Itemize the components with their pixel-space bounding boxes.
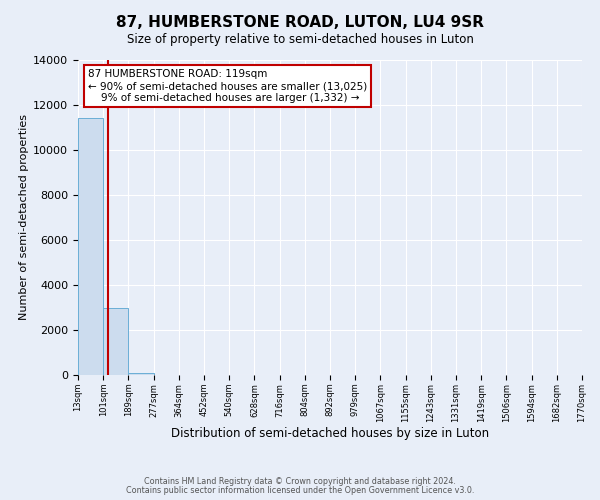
Bar [103,308,128,375]
X-axis label: Distribution of semi-detached houses by size in Luton: Distribution of semi-detached houses by … [171,428,489,440]
Bar [128,373,154,375]
Text: Size of property relative to semi-detached houses in Luton: Size of property relative to semi-detach… [127,32,473,46]
Text: Contains HM Land Registry data © Crown copyright and database right 2024.: Contains HM Land Registry data © Crown c… [144,477,456,486]
Text: 87, HUMBERSTONE ROAD, LUTON, LU4 9SR: 87, HUMBERSTONE ROAD, LUTON, LU4 9SR [116,15,484,30]
Y-axis label: Number of semi-detached properties: Number of semi-detached properties [19,114,29,320]
Bar [78,118,103,375]
Text: 87 HUMBERSTONE ROAD: 119sqm
← 90% of semi-detached houses are smaller (13,025)
 : 87 HUMBERSTONE ROAD: 119sqm ← 90% of sem… [88,70,367,102]
Text: Contains public sector information licensed under the Open Government Licence v3: Contains public sector information licen… [126,486,474,495]
